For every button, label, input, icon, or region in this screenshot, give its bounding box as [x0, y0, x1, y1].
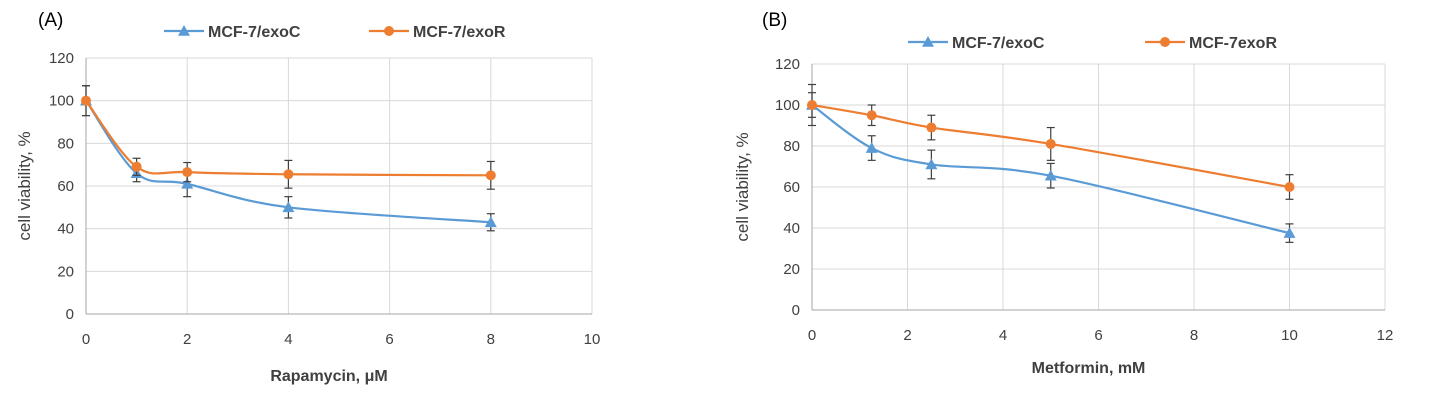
data-point: [485, 170, 496, 181]
series-MCF-7/exoR: [81, 85, 496, 190]
series-line: [85, 99, 491, 177]
panel-label: (B): [762, 10, 787, 31]
data-point: [182, 167, 193, 178]
data-point: [925, 158, 938, 170]
y-tick-label: 60: [57, 178, 74, 195]
y-tick-label: 120: [49, 50, 74, 67]
x-tick-label: 8: [1190, 327, 1198, 344]
y-tick-label: 100: [775, 97, 800, 114]
legend-marker: [384, 26, 394, 36]
y-tick-label: 20: [783, 261, 800, 278]
x-tick-label: 10: [584, 331, 601, 348]
chart-panel-a: (A) 0 20 40 60 80 100 120 0 2 4 6 8 10 cell viability,…: [15, 10, 600, 385]
x-tick-label: 10: [1281, 327, 1298, 344]
x-axis-title: Rapamycin, μM: [270, 368, 387, 385]
data-point: [1045, 138, 1056, 149]
y-tick-label: 0: [66, 306, 74, 323]
panel-label: (A): [38, 10, 63, 31]
legend-entry: MCF-7/exoC: [164, 24, 301, 41]
data-point: [484, 216, 497, 228]
x-tick-label: 4: [284, 331, 292, 348]
y-tick-label: 20: [57, 263, 74, 280]
data-point: [131, 161, 142, 172]
x-tick-label: 8: [487, 331, 495, 348]
series-MCF-7/exoC: [806, 83, 1296, 243]
x-tick-label: 6: [1094, 327, 1102, 344]
x-tick-label: 2: [903, 327, 911, 344]
legend-entry: MCF-7exoR: [1145, 35, 1277, 52]
y-tick-label: 120: [775, 56, 800, 73]
legend-label: MCF-7/exoR: [413, 24, 506, 41]
series-line: [811, 104, 1290, 235]
chart-panel-b: (B) 0 20 40 60 80 100 120 0 2 4 6 8 10 12 cell viabilit…: [733, 10, 1393, 377]
data-point: [81, 95, 91, 106]
y-tick-label: 40: [783, 220, 800, 237]
y-axis-title: cell viability, %: [15, 131, 34, 240]
data-point: [865, 142, 878, 153]
x-tick-label: 2: [183, 331, 191, 348]
legend-entry: MCF-7/exoR: [369, 24, 506, 41]
data-point: [866, 110, 877, 121]
legend-label: MCF-7/exoC: [952, 35, 1045, 52]
x-axis-title: Metformin, mM: [1032, 360, 1146, 377]
data-point: [1284, 182, 1295, 192]
data-point: [807, 100, 817, 110]
data-point: [283, 169, 294, 180]
y-tick-label: 80: [783, 138, 800, 155]
x-tick-label: 0: [82, 331, 90, 348]
x-tick-label: 0: [808, 327, 816, 344]
y-tick-label: 80: [57, 135, 74, 152]
y-tick-label: 60: [783, 179, 800, 196]
data-point: [926, 122, 937, 133]
data-point: [1044, 169, 1057, 181]
x-tick-label: 12: [1377, 327, 1394, 344]
x-tick-label: 6: [385, 331, 393, 348]
legend-marker: [922, 36, 934, 47]
data-point: [181, 177, 194, 189]
data-point: [282, 201, 295, 213]
legend-label: MCF-7/exoC: [208, 24, 301, 41]
legend-label: MCF-7exoR: [1189, 35, 1277, 52]
y-axis-title: cell viability, %: [733, 132, 752, 241]
legend-entry: MCF-7/exoC: [908, 35, 1045, 52]
y-tick-label: 0: [792, 302, 800, 319]
y-tick-label: 40: [57, 221, 74, 238]
y-tick-label: 100: [49, 93, 74, 110]
series-line: [85, 100, 491, 224]
data-point: [1283, 227, 1296, 238]
x-tick-label: 4: [999, 327, 1007, 344]
series-MCF-7exoR: [807, 92, 1295, 200]
legend-marker: [178, 25, 190, 36]
legend-marker: [1160, 37, 1170, 47]
